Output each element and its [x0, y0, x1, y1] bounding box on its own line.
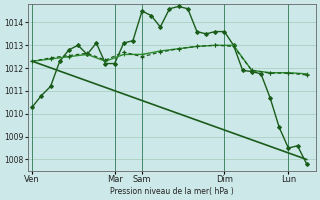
- X-axis label: Pression niveau de la mer( hPa ): Pression niveau de la mer( hPa ): [110, 187, 234, 196]
